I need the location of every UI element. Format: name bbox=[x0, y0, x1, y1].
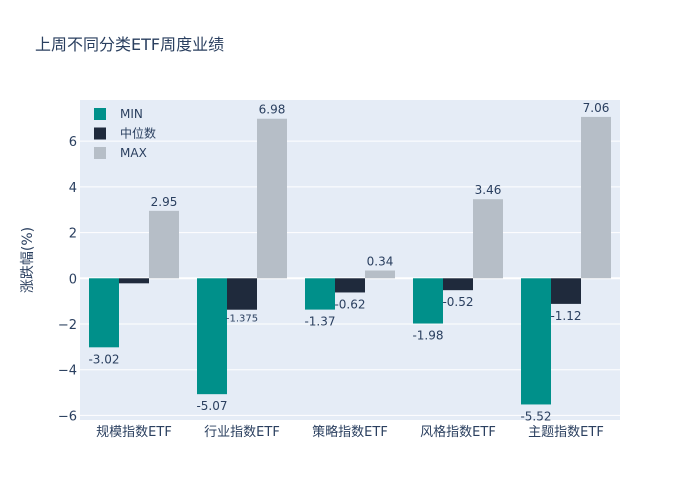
data-label: -5.07 bbox=[196, 399, 227, 413]
bar[interactable] bbox=[197, 278, 227, 395]
bar[interactable] bbox=[551, 278, 581, 304]
y-tick-label: 4 bbox=[69, 181, 77, 196]
bar[interactable] bbox=[335, 278, 365, 293]
bar[interactable] bbox=[227, 278, 257, 310]
bar[interactable] bbox=[581, 116, 611, 279]
data-label: 3.46 bbox=[475, 183, 502, 197]
bar[interactable] bbox=[473, 199, 503, 279]
bar[interactable] bbox=[149, 210, 179, 279]
axes: −6 −4 −2 0 2 4 6 规模指数ETF 行业指数ETF 策略指数ETF 风格指数ETF 主题… bbox=[58, 135, 604, 440]
y-axis-label: 涨跌幅(%) bbox=[20, 227, 36, 293]
x-tick-label: 行业指数ETF bbox=[204, 425, 280, 440]
chart-title: 上周不同分类ETF周度业绩 bbox=[35, 35, 224, 54]
data-label: 7.06 bbox=[583, 101, 610, 115]
data-label: -1.98 bbox=[412, 329, 443, 343]
legend-item-label: MAX bbox=[120, 146, 147, 160]
x-tick-label: 主题指数ETF bbox=[528, 425, 604, 440]
legend-item-label: 中位数 bbox=[120, 126, 156, 141]
bar[interactable] bbox=[365, 270, 395, 279]
y-tick-label: −6 bbox=[58, 409, 77, 424]
data-label: 0.34 bbox=[367, 255, 394, 269]
y-tick-label: 2 bbox=[69, 227, 77, 242]
data-label: -1.375 bbox=[226, 314, 258, 325]
bar[interactable] bbox=[119, 278, 149, 284]
bar[interactable] bbox=[521, 278, 551, 405]
legend-item-label: MIN bbox=[120, 107, 143, 121]
x-tick-label: 规模指数ETF bbox=[96, 425, 172, 440]
data-label: -3.02 bbox=[88, 352, 119, 366]
y-tick-label: 6 bbox=[69, 135, 77, 150]
legend[interactable]: MIN 中位数 MAX bbox=[80, 100, 160, 167]
data-label: -0.52 bbox=[442, 295, 473, 309]
data-label: -1.37 bbox=[304, 315, 335, 329]
bars: -3.02 2.95 -5.07 -1.375 6.98 -1.37 -0.62 0.34 -1… bbox=[88, 101, 611, 423]
bar[interactable] bbox=[443, 278, 473, 291]
bar[interactable] bbox=[305, 278, 335, 310]
legend-swatch bbox=[94, 108, 106, 120]
data-label: 6.98 bbox=[259, 103, 286, 117]
x-tick-label: 策略指数ETF bbox=[312, 424, 388, 440]
x-tick-label: 风格指数ETF bbox=[420, 424, 496, 440]
data-label: -5.52 bbox=[520, 409, 551, 423]
y-tick-label: −4 bbox=[58, 364, 77, 379]
data-label: 2.95 bbox=[151, 195, 178, 209]
bar[interactable] bbox=[413, 278, 443, 324]
y-tick-label: 0 bbox=[69, 272, 77, 287]
bar[interactable] bbox=[89, 278, 119, 348]
legend-swatch bbox=[94, 147, 106, 159]
legend-swatch bbox=[94, 127, 106, 140]
y-tick-label: −2 bbox=[58, 318, 77, 333]
bar[interactable] bbox=[257, 118, 287, 279]
data-label: -0.62 bbox=[334, 297, 365, 311]
data-label: -1.12 bbox=[550, 309, 581, 323]
